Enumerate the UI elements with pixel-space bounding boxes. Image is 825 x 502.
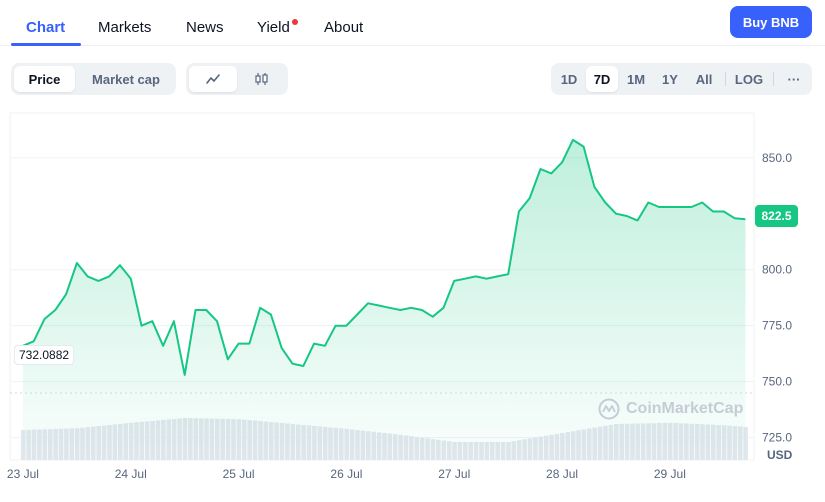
coinmarketcap-watermark: CoinMarketCap bbox=[598, 398, 743, 420]
x-tick-label: 25 Jul bbox=[223, 467, 255, 481]
metric-toggle: Price Market cap bbox=[11, 63, 176, 95]
top-nav: Chart Markets News Yield About Buy BNB bbox=[0, 0, 825, 46]
range-all-button[interactable]: All bbox=[688, 66, 720, 92]
range-divider bbox=[773, 72, 774, 86]
log-scale-button[interactable]: LOG bbox=[731, 66, 767, 92]
chart-style-toggle bbox=[186, 63, 288, 95]
range-1m-button[interactable]: 1M bbox=[620, 66, 652, 92]
active-tab-indicator bbox=[11, 43, 81, 46]
range-1y-button[interactable]: 1Y bbox=[654, 66, 686, 92]
range-1d-button[interactable]: 1D bbox=[554, 66, 584, 92]
tab-about[interactable]: About bbox=[324, 19, 364, 36]
buy-bnb-button[interactable]: Buy BNB bbox=[730, 6, 812, 38]
x-tick-label: 23 Jul bbox=[7, 467, 39, 481]
x-tick-label: 28 Jul bbox=[546, 467, 578, 481]
current-price-badge: 822.5 bbox=[755, 205, 798, 227]
tab-yield[interactable]: Yield bbox=[257, 19, 290, 36]
y-axis-labels: 850.0 800.0 775.0 750.0 725.0 bbox=[762, 151, 792, 445]
y-tick-label: 800.0 bbox=[762, 263, 792, 277]
y-tick-label: 775.0 bbox=[762, 319, 792, 333]
price-toggle-button[interactable]: Price bbox=[14, 66, 75, 92]
x-tick-label: 24 Jul bbox=[115, 467, 147, 481]
x-axis-labels: 23 Jul 24 Jul 25 Jul 26 Jul 27 Jul 28 Jul 29 J… bbox=[7, 467, 686, 481]
yield-notification-dot bbox=[292, 19, 298, 25]
price-chart[interactable]: 850.0 800.0 775.0 750.0 725.0 23 Jul 24 Jul 25… bbox=[0, 100, 825, 490]
market-cap-toggle-button[interactable]: Market cap bbox=[79, 66, 173, 92]
volume-bar bbox=[743, 427, 748, 460]
more-options-button[interactable]: ··· bbox=[779, 66, 809, 92]
x-tick-label: 26 Jul bbox=[330, 467, 362, 481]
x-tick-label: 27 Jul bbox=[438, 467, 470, 481]
tab-chart[interactable]: Chart bbox=[26, 19, 66, 36]
y-unit-label: USD bbox=[767, 448, 793, 462]
price-area-fill bbox=[22, 139, 746, 460]
y-tick-label: 750.0 bbox=[762, 375, 792, 389]
range-selector: 1D 7D 1M 1Y All LOG ··· bbox=[551, 63, 812, 95]
range-divider bbox=[725, 72, 726, 86]
tab-markets[interactable]: Markets bbox=[98, 19, 152, 36]
price-line bbox=[22, 138, 746, 376]
y-tick-label: 850.0 bbox=[762, 151, 792, 165]
x-tick-label: 29 Jul bbox=[654, 467, 686, 481]
tab-news[interactable]: News bbox=[186, 19, 224, 36]
coinmarketcap-logo-icon bbox=[598, 398, 620, 420]
min-price-label: 732.0882 bbox=[14, 345, 75, 365]
y-tick-label: 725.0 bbox=[762, 431, 792, 445]
line-chart-icon[interactable] bbox=[189, 66, 237, 92]
candlestick-icon[interactable] bbox=[238, 66, 286, 92]
range-7d-button[interactable]: 7D bbox=[586, 66, 618, 92]
